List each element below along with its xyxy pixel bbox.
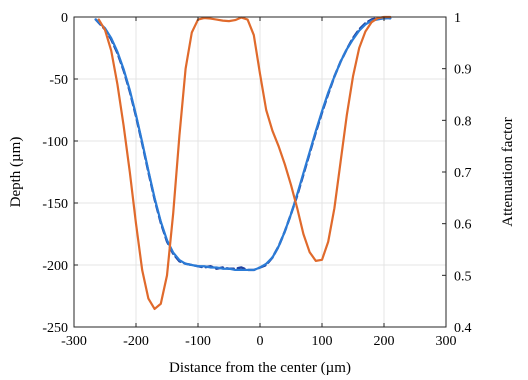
y-right-tick-label: 0.5 xyxy=(454,269,472,284)
series-line-depth-measured xyxy=(94,17,392,272)
y-left-tick-label: -200 xyxy=(42,259,68,274)
y-left-axis-label: Depth (µm) xyxy=(8,137,24,208)
series-layer xyxy=(94,15,392,311)
y-left-tick-label: -150 xyxy=(42,197,68,212)
series-line-attenuation xyxy=(97,15,392,311)
x-tick-label: 100 xyxy=(312,334,333,349)
y-right-tick-label: 0.9 xyxy=(454,63,472,78)
x-tick-label: 200 xyxy=(374,334,395,349)
y-right-tick-label: 0.7 xyxy=(454,166,472,181)
x-tick-label: 0 xyxy=(257,334,264,349)
tick-layer: -300 -200 -100 0 100 200 300 -250 -200 -150 -100 -5… xyxy=(42,11,471,349)
y-right-tick-label: 0.8 xyxy=(454,114,472,129)
x-axis-label: Distance from the center (µm) xyxy=(169,360,351,376)
y-left-tick-label: -100 xyxy=(42,135,68,150)
y-right-tick-label: 0.6 xyxy=(454,218,472,233)
y-right-tick-label: 0.4 xyxy=(454,321,472,336)
x-tick-label: -100 xyxy=(185,334,211,349)
y-left-tick-label: 0 xyxy=(61,11,68,26)
x-tick-label: -200 xyxy=(123,334,149,349)
x-tick-label: -300 xyxy=(61,334,87,349)
x-tick-label: 300 xyxy=(436,334,457,349)
y-right-axis-label: Attenuation factor xyxy=(500,117,516,227)
y-right-tick-label: 1 xyxy=(454,11,461,26)
series-line-depth-fit xyxy=(94,17,392,272)
y-left-tick-label: -50 xyxy=(49,73,68,88)
y-left-tick-label: -250 xyxy=(42,321,68,336)
